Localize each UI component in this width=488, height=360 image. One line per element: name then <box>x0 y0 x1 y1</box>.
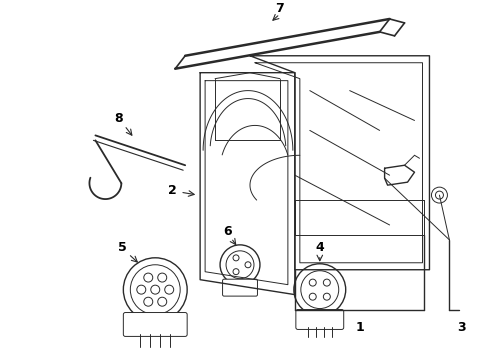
FancyBboxPatch shape <box>295 310 343 329</box>
FancyBboxPatch shape <box>222 279 257 296</box>
Text: 3: 3 <box>456 321 465 334</box>
Text: 1: 1 <box>355 321 363 334</box>
Text: 8: 8 <box>114 112 122 125</box>
Text: 2: 2 <box>167 184 176 197</box>
Text: 7: 7 <box>275 3 284 15</box>
Text: 4: 4 <box>315 241 324 255</box>
FancyBboxPatch shape <box>123 312 187 336</box>
Text: 5: 5 <box>118 241 126 255</box>
Text: 6: 6 <box>224 225 232 238</box>
